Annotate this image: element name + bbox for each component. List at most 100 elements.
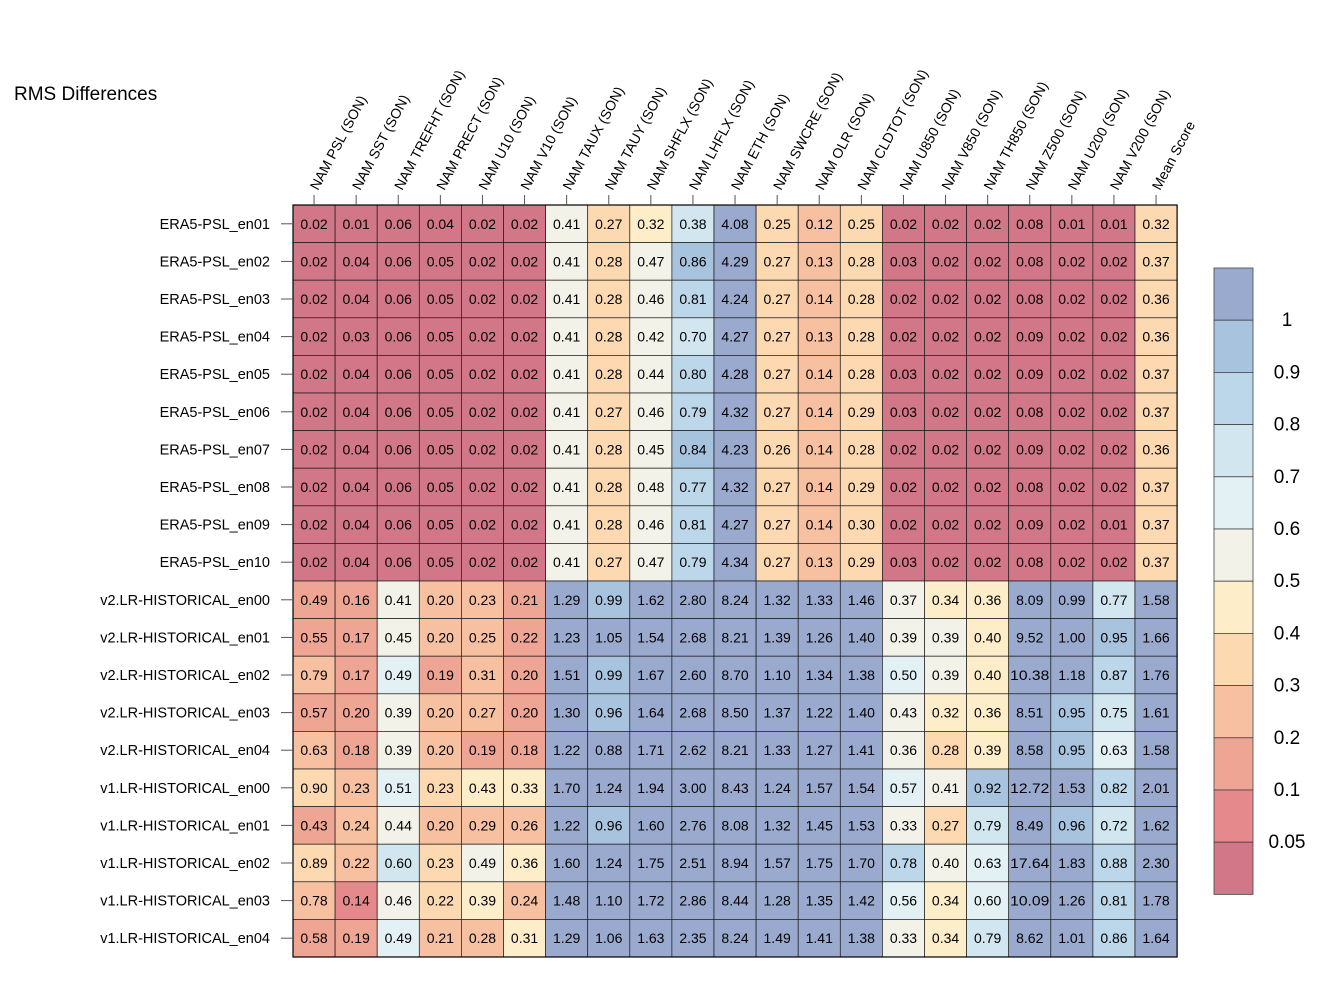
heatmap-cell (587, 242, 631, 281)
heatmap-cell (924, 618, 967, 657)
heatmap-cell (292, 467, 336, 507)
cell-value-label: 0.36 (974, 592, 1001, 608)
cell-value-label: 1.18 (1058, 667, 1085, 683)
heatmap-cell (545, 355, 589, 394)
cell-value-label: 0.41 (385, 592, 412, 608)
cell-value-label: 0.33 (890, 930, 917, 946)
cell-value-label: 0.37 (1142, 253, 1169, 269)
heatmap-cell (1134, 543, 1178, 582)
cell-value-label: 0.81 (679, 291, 706, 307)
heatmap-cell (797, 881, 841, 920)
column-label: Mean Score (1149, 118, 1199, 192)
heatmap-cell (461, 731, 504, 770)
cell-value-label: 0.04 (343, 479, 370, 495)
cell-value-label: 1.23 (553, 629, 580, 645)
heatmap-cell (1008, 768, 1052, 807)
cell-value-label: 0.37 (1142, 517, 1169, 533)
cell-value-label: 8.43 (721, 780, 748, 796)
cell-value-label: 2.76 (679, 817, 706, 833)
cell-value-label: 0.02 (932, 366, 959, 382)
heatmap-cell (461, 655, 504, 695)
colorbar-label: 0.7 (1274, 467, 1300, 488)
cell-value-label: 0.99 (595, 592, 622, 608)
heatmap-cell (1092, 768, 1136, 807)
heatmap-cell (1050, 580, 1094, 619)
cell-value-label: 1.71 (637, 742, 664, 758)
heatmap-cell (1134, 881, 1178, 920)
cell-value-label: 0.26 (511, 817, 538, 833)
heatmap-cell (376, 768, 420, 807)
heatmap-cell (1134, 731, 1178, 770)
heatmap-cell (882, 242, 925, 281)
cell-value-label: 0.02 (974, 366, 1001, 382)
cell-value-label: 1.94 (637, 780, 664, 796)
cell-value-label: 0.37 (1142, 479, 1169, 495)
cell-value-label: 2.62 (679, 742, 706, 758)
cell-value-label: 0.21 (511, 592, 538, 608)
cell-value-label: 0.02 (300, 329, 327, 345)
cell-value-label: 0.25 (469, 629, 496, 645)
heatmap-cell (376, 843, 420, 883)
heatmap-cell (797, 392, 841, 431)
heatmap-cell (1050, 355, 1094, 394)
cell-value-label: 0.92 (974, 780, 1001, 796)
heatmap-cell (292, 430, 336, 469)
cell-value-label: 0.08 (1016, 554, 1043, 570)
heatmap-cell (418, 505, 462, 544)
heatmap-cell (1050, 204, 1094, 243)
cell-value-label: 0.02 (974, 291, 1001, 307)
heatmap-cell (334, 919, 378, 958)
colorbar-swatch (1213, 476, 1254, 530)
cell-value-label: 0.89 (300, 855, 327, 871)
heatmap-cell (461, 919, 504, 958)
cell-value-label: 0.03 (890, 366, 917, 382)
heatmap-cell (755, 693, 799, 732)
heatmap-cell (966, 919, 1010, 958)
cell-value-label: 1.75 (637, 855, 664, 871)
cell-value-label: 0.02 (511, 253, 538, 269)
cell-value-label: 1.41 (848, 742, 875, 758)
cell-value-label: 4.23 (721, 441, 748, 457)
cell-value-label: 8.49 (1016, 817, 1043, 833)
cell-value-label: 0.14 (806, 441, 833, 457)
heatmap-cell (334, 392, 378, 431)
heatmap-cell (755, 279, 799, 319)
cell-value-label: 1.32 (764, 592, 791, 608)
cell-value-label: 8.24 (721, 930, 748, 946)
row-label: v2.LR-HISTORICAL_en03 (100, 706, 270, 722)
heatmap-cell (461, 505, 504, 544)
row-label: v1.LR-HISTORICAL_en00 (100, 781, 270, 797)
cell-value-label: 0.04 (343, 554, 370, 570)
cell-value-label: 0.20 (427, 705, 454, 721)
heatmap-cell (1050, 618, 1094, 657)
heatmap-cell (882, 881, 925, 920)
cell-value-label: 0.86 (1100, 930, 1127, 946)
colorbar-label: 0.2 (1274, 728, 1300, 749)
cell-value-label: 0.06 (385, 366, 412, 382)
heatmap-cell (1092, 655, 1136, 695)
heatmap-cell (713, 505, 757, 544)
heatmap-cell (797, 543, 841, 582)
cell-value-label: 1.29 (553, 592, 580, 608)
heatmap-cell (461, 355, 504, 394)
cell-value-label: 0.28 (595, 441, 622, 457)
heatmap-cell (1008, 543, 1052, 582)
colorbar-swatch (1213, 685, 1254, 739)
cell-value-label: 1.33 (806, 592, 833, 608)
heatmap-cell (376, 881, 420, 920)
heatmap-cell (966, 279, 1010, 319)
cell-value-label: 0.05 (427, 554, 454, 570)
cell-value-label: 1.22 (553, 742, 580, 758)
cell-value-label: 0.27 (764, 554, 791, 570)
cell-value-label: 0.13 (806, 329, 833, 345)
cell-value-label: 0.02 (932, 554, 959, 570)
heatmap-cell (418, 655, 462, 695)
cell-value-label: 4.27 (721, 329, 748, 345)
cell-value-label: 0.02 (932, 479, 959, 495)
cell-value-label: 4.32 (721, 479, 748, 495)
cell-value-label: 2.60 (679, 667, 706, 683)
cell-value-label: 0.02 (890, 441, 917, 457)
heatmap-cell (882, 392, 925, 431)
cell-value-label: 0.04 (427, 216, 454, 232)
heatmap-cell (461, 467, 504, 507)
